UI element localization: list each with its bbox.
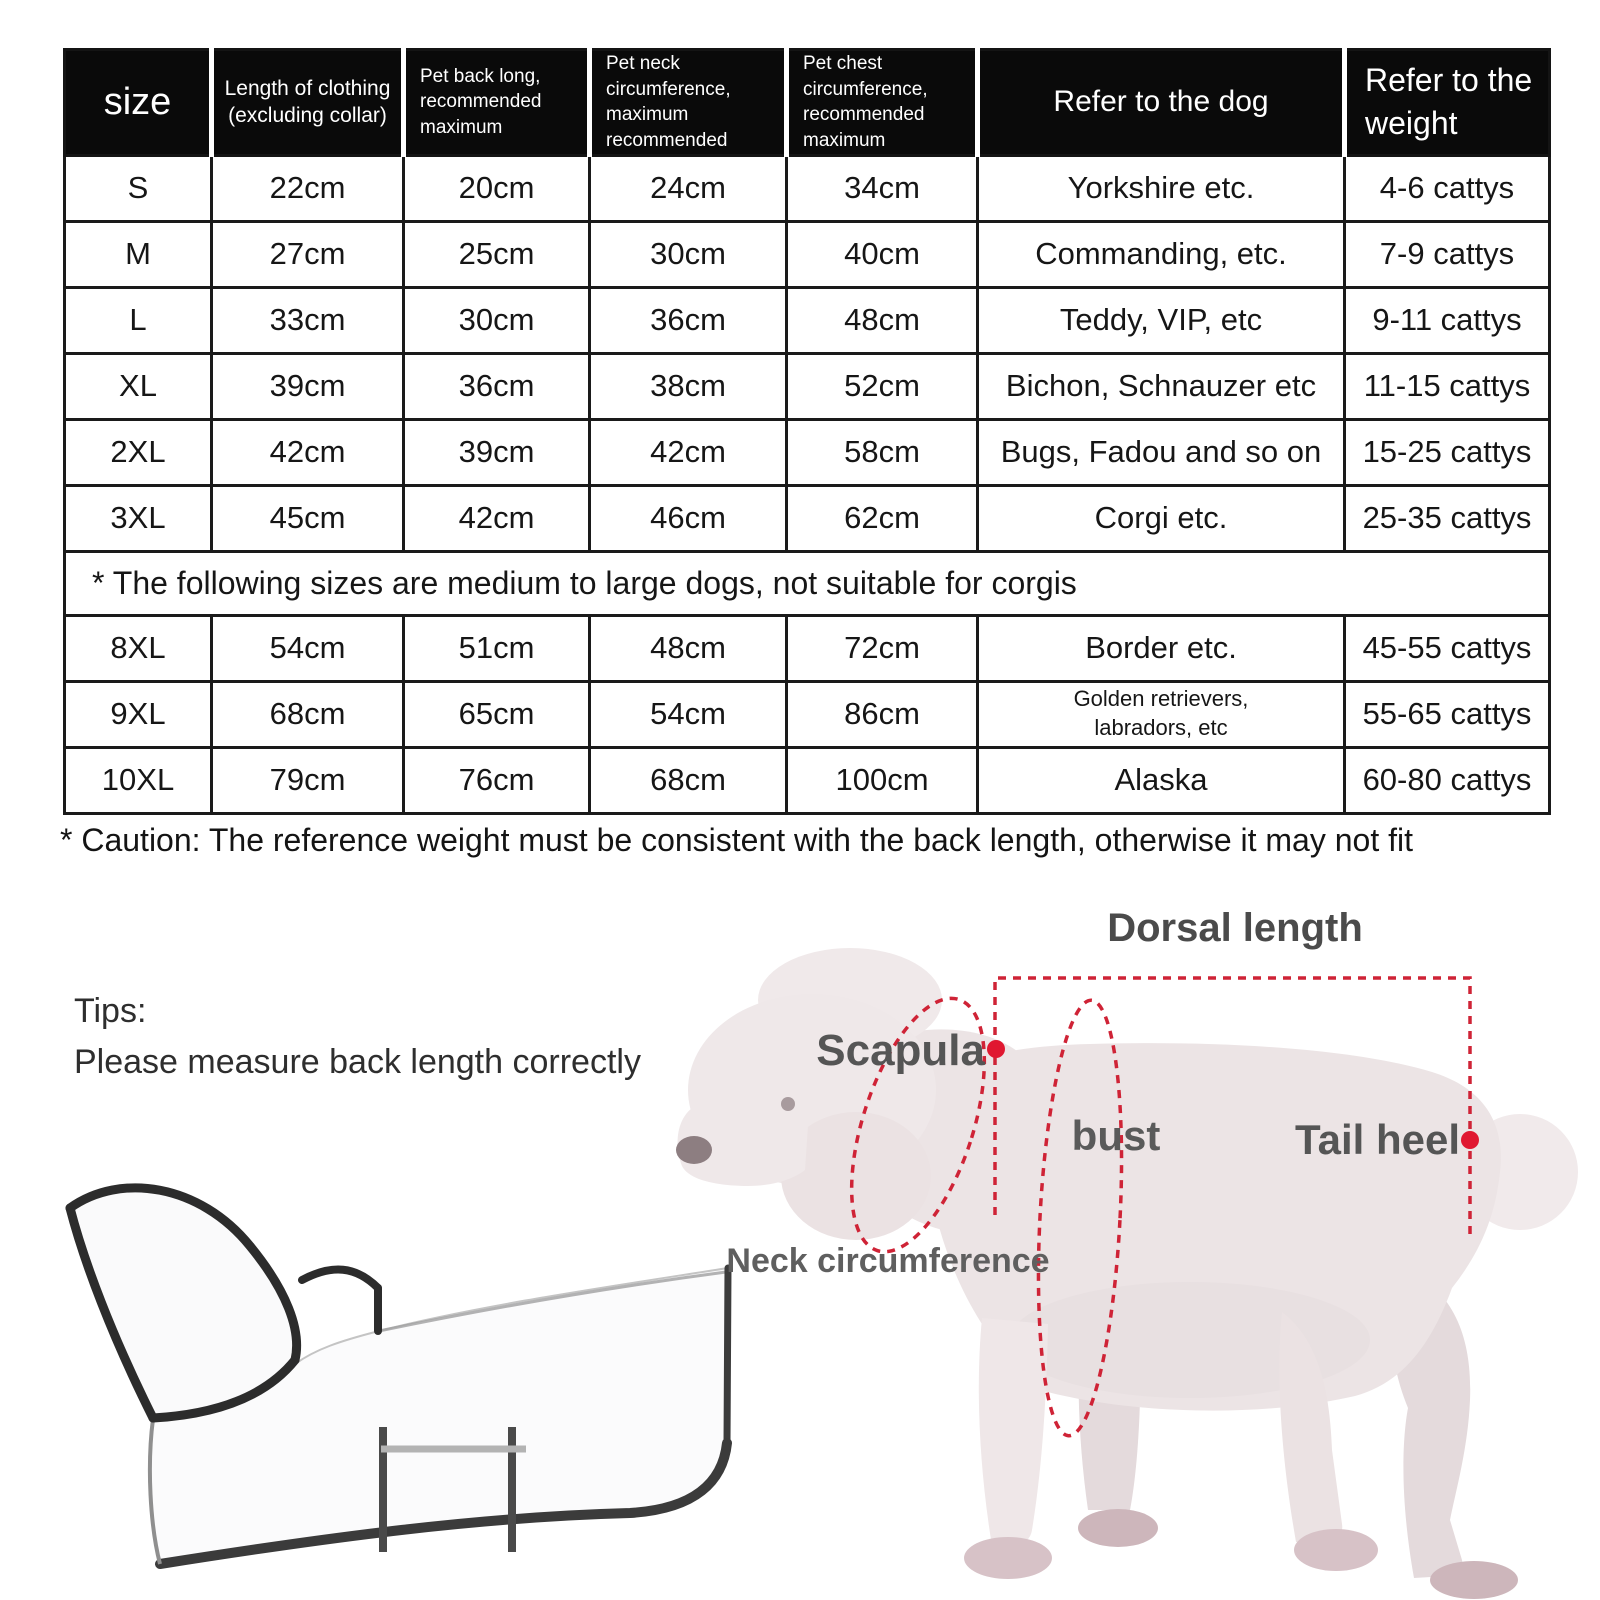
cell-length: 68cm	[210, 679, 405, 749]
raincoat-drawing	[65, 1183, 732, 1569]
cell-chest: 72cm	[785, 613, 979, 683]
cell-neck: 24cm	[588, 153, 788, 223]
cell-size: XL	[63, 351, 213, 421]
cell-chest: 62cm	[785, 483, 979, 553]
caution-text: * Caution: The reference weight must be …	[60, 822, 1413, 858]
cell-weight: 55-65 cattys	[1343, 679, 1551, 749]
cell-size: 10XL	[63, 745, 213, 815]
scapula-label: Scapula	[816, 1026, 985, 1075]
cell-back: 39cm	[402, 417, 591, 487]
table-row: S 22cm 20cm 24cm 34cm Yorkshire etc. 4-6…	[63, 153, 1551, 223]
header-weight: Refer to the weight	[1344, 49, 1551, 157]
cell-length: 39cm	[210, 351, 405, 421]
cell-size: 8XL	[63, 613, 213, 683]
header-neck: Pet neck circumference, maximum recommen…	[589, 49, 789, 157]
size-chart-table: size Length of clothing (excluding colla…	[63, 48, 1551, 815]
tail-heel-dot	[1461, 1131, 1479, 1149]
cell-weight: 7-9 cattys	[1343, 219, 1551, 289]
tips-title: Tips:	[74, 992, 147, 1030]
note-text: * The following sizes are medium to larg…	[63, 549, 1551, 617]
tips-block: Tips: Please measure back length correct…	[74, 986, 641, 1088]
cell-weight: 25-35 cattys	[1343, 483, 1551, 553]
cell-chest: 100cm	[785, 745, 979, 815]
cell-size: S	[63, 153, 213, 223]
cell-length: 45cm	[210, 483, 405, 553]
tail-heel-label: Tail heel	[1295, 1116, 1460, 1163]
cell-size: 2XL	[63, 417, 213, 487]
cell-chest: 34cm	[785, 153, 979, 223]
header-chest: Pet chest circumference, recommended max…	[786, 49, 980, 157]
cell-length: 79cm	[210, 745, 405, 815]
header-dog: Refer to the dog	[977, 49, 1347, 157]
cell-length: 54cm	[210, 613, 405, 683]
cell-chest: 40cm	[785, 219, 979, 289]
cell-weight: 9-11 cattys	[1343, 285, 1551, 355]
cell-length: 42cm	[210, 417, 405, 487]
table-row: 10XL 79cm 76cm 68cm 100cm Alaska 60-80 c…	[63, 745, 1551, 815]
cell-neck: 54cm	[588, 679, 788, 749]
header-length: Length of clothing (excluding collar)	[211, 49, 406, 157]
cell-length: 27cm	[210, 219, 405, 289]
cell-chest: 58cm	[785, 417, 979, 487]
table-row: 8XL 54cm 51cm 48cm 72cm Border etc. 45-5…	[63, 613, 1551, 683]
cell-dog: Bugs, Fadou and so on	[976, 417, 1346, 487]
cell-dog: Golden retrievers, labradors, etc	[976, 679, 1346, 749]
header-size: size	[64, 49, 214, 157]
cell-dog: Alaska	[976, 745, 1346, 815]
cell-dog: Teddy, VIP, etc	[976, 285, 1346, 355]
table-row: 2XL 42cm 39cm 42cm 58cm Bugs, Fadou and …	[63, 417, 1551, 487]
cell-neck: 46cm	[588, 483, 788, 553]
cell-back: 20cm	[402, 153, 591, 223]
dorsal-length-label: Dorsal length	[1107, 906, 1363, 950]
cell-size: 9XL	[63, 679, 213, 749]
cell-back: 25cm	[402, 219, 591, 289]
cell-neck: 68cm	[588, 745, 788, 815]
table-row: XL 39cm 36cm 38cm 52cm Bichon, Schnauzer…	[63, 351, 1551, 421]
cell-chest: 48cm	[785, 285, 979, 355]
cell-neck: 36cm	[588, 285, 788, 355]
cell-back: 65cm	[402, 679, 591, 749]
cell-neck: 42cm	[588, 417, 788, 487]
cell-back: 76cm	[402, 745, 591, 815]
cell-dog: Corgi etc.	[976, 483, 1346, 553]
table-row: L 33cm 30cm 36cm 48cm Teddy, VIP, etc 9-…	[63, 285, 1551, 355]
cell-weight: 4-6 cattys	[1343, 153, 1551, 223]
cell-neck: 38cm	[588, 351, 788, 421]
cell-dog: Commanding, etc.	[976, 219, 1346, 289]
cell-back: 42cm	[402, 483, 591, 553]
cell-size: 3XL	[63, 483, 213, 553]
neck-circumference-label: Neck circumference	[726, 1242, 1050, 1280]
cell-back: 30cm	[402, 285, 591, 355]
table-row: M 27cm 25cm 30cm 40cm Commanding, etc. 7…	[63, 219, 1551, 289]
cell-neck: 30cm	[588, 219, 788, 289]
table-note-row: * The following sizes are medium to larg…	[63, 549, 1551, 617]
cell-weight: 60-80 cattys	[1343, 745, 1551, 815]
cell-dog: Bichon, Schnauzer etc	[976, 351, 1346, 421]
cell-size: L	[63, 285, 213, 355]
table-row: 3XL 45cm 42cm 46cm 62cm Corgi etc. 25-35…	[63, 483, 1551, 553]
cell-dog: Border etc.	[976, 613, 1346, 683]
cell-chest: 52cm	[785, 351, 979, 421]
bust-label: bust	[1071, 1112, 1161, 1159]
cell-neck: 48cm	[588, 613, 788, 683]
header-back: Pet back long, recommended maximum	[403, 49, 592, 157]
cell-back: 51cm	[402, 613, 591, 683]
table-header-row: size Length of clothing (excluding colla…	[64, 49, 1551, 157]
scapula-dot	[987, 1040, 1005, 1058]
cell-weight: 11-15 cattys	[1343, 351, 1551, 421]
table-row: 9XL 68cm 65cm 54cm 86cm Golden retriever…	[63, 679, 1551, 749]
cell-back: 36cm	[402, 351, 591, 421]
cell-chest: 86cm	[785, 679, 979, 749]
dorsal-length-bracket	[993, 976, 1472, 1235]
cell-size: M	[63, 219, 213, 289]
cell-weight: 15-25 cattys	[1343, 417, 1551, 487]
cell-length: 33cm	[210, 285, 405, 355]
cell-dog: Yorkshire etc.	[976, 153, 1346, 223]
bust-loop	[1036, 998, 1124, 1438]
cell-length: 22cm	[210, 153, 405, 223]
cell-weight: 45-55 cattys	[1343, 613, 1551, 683]
tips-line: Please measure back length correctly	[74, 1043, 641, 1081]
